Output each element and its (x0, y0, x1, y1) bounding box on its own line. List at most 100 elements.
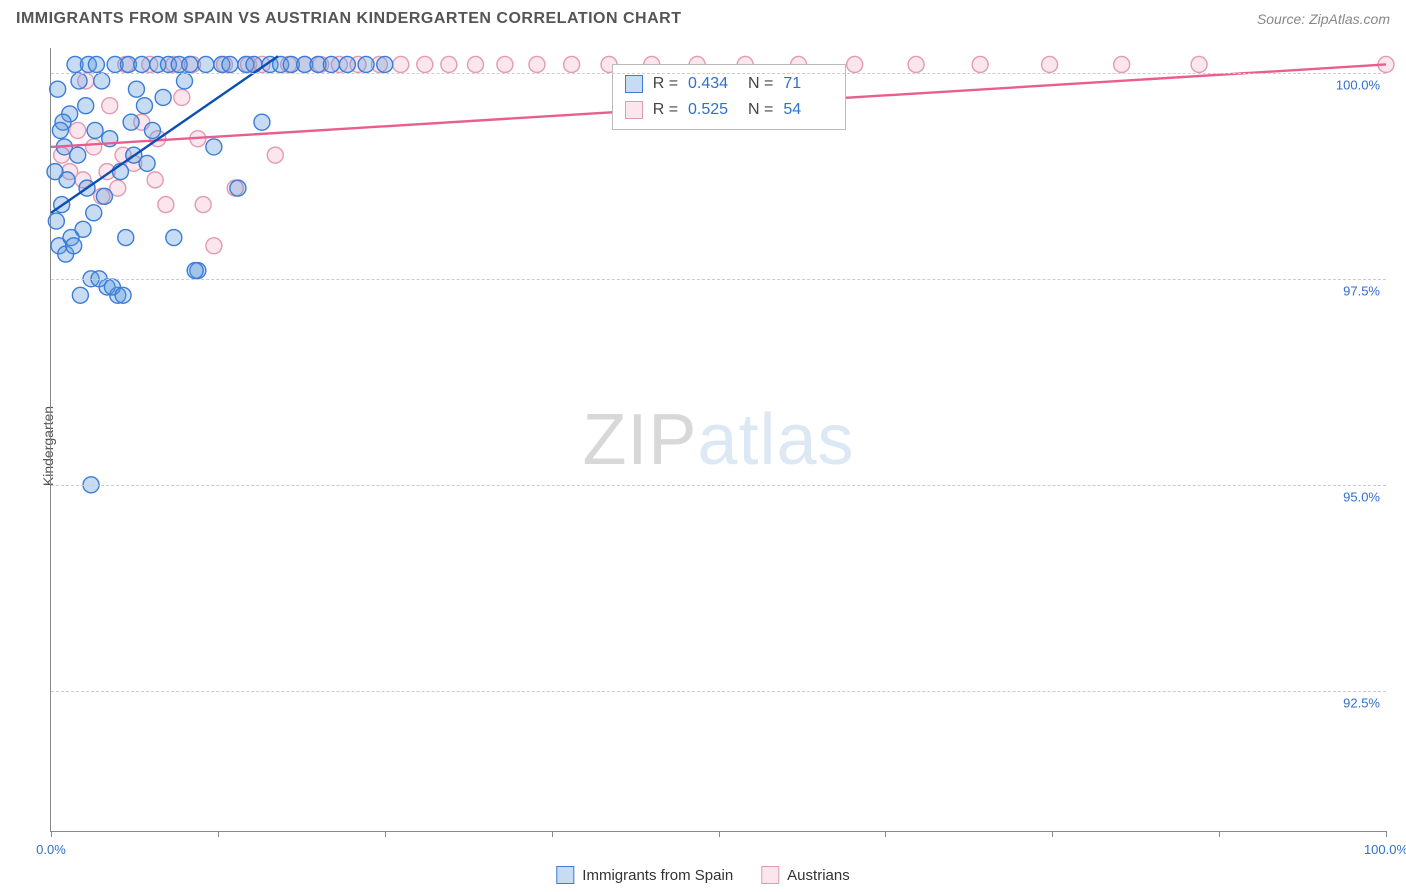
scatter-point-austrians (1042, 56, 1058, 72)
r-label: R = (653, 97, 678, 123)
scatter-point-austrians (267, 147, 283, 163)
scatter-point-spain (166, 230, 182, 246)
scatter-point-spain (155, 89, 171, 105)
r-label: R = (653, 71, 678, 97)
x-tick (885, 831, 886, 837)
scatter-point-austrians (417, 56, 433, 72)
x-tick (51, 831, 52, 837)
scatter-point-austrians (195, 197, 211, 213)
chart-area: ZIPatlas R =0.434N =71R =0.525N =54 92.5… (50, 48, 1386, 832)
scatter-point-spain (177, 73, 193, 89)
legend-swatch (556, 866, 574, 884)
legend-swatch (625, 75, 643, 93)
scatter-point-spain (206, 139, 222, 155)
x-tick (218, 831, 219, 837)
scatter-point-austrians (564, 56, 580, 72)
x-tick-label: 100.0% (1364, 842, 1406, 857)
gridline-horizontal (51, 279, 1386, 280)
scatter-point-spain (96, 188, 112, 204)
scatter-point-austrians (441, 56, 457, 72)
n-label: N = (748, 71, 773, 97)
scatter-point-spain (254, 114, 270, 130)
legend-label: Austrians (787, 867, 850, 884)
scatter-point-spain (144, 122, 160, 138)
stats-legend-row: R = 0.434 N = 71 (625, 71, 834, 97)
source-label: Source: ZipAtlas.com (1257, 11, 1390, 27)
x-tick (1052, 831, 1053, 837)
bottom-legend: Immigrants from Spain Austrians (556, 866, 849, 884)
scatter-point-spain (66, 238, 82, 254)
scatter-point-spain (134, 56, 150, 72)
scatter-point-spain (339, 56, 355, 72)
scatter-svg (51, 48, 1386, 831)
scatter-point-spain (118, 230, 134, 246)
scatter-point-spain (198, 56, 214, 72)
scatter-point-spain (123, 114, 139, 130)
scatter-point-austrians (102, 98, 118, 114)
y-tick-label: 95.0% (1343, 489, 1380, 504)
x-tick (1386, 831, 1387, 837)
scatter-point-spain (47, 164, 63, 180)
plot-area: ZIPatlas R =0.434N =71R =0.525N =54 92.5… (50, 48, 1386, 832)
scatter-point-austrians (206, 238, 222, 254)
x-tick (385, 831, 386, 837)
legend-item: Austrians (761, 866, 850, 884)
chart-title: IMMIGRANTS FROM SPAIN VS AUSTRIAN KINDER… (16, 10, 681, 28)
scatter-point-austrians (70, 122, 86, 138)
scatter-point-austrians (393, 56, 409, 72)
scatter-point-austrians (497, 56, 513, 72)
scatter-point-austrians (847, 56, 863, 72)
stats-legend-row: R = 0.525 N = 54 (625, 97, 834, 123)
scatter-point-austrians (174, 89, 190, 105)
scatter-point-spain (128, 81, 144, 97)
gridline-horizontal (51, 73, 1386, 74)
x-tick (719, 831, 720, 837)
scatter-point-spain (87, 122, 103, 138)
legend-swatch (761, 866, 779, 884)
scatter-point-spain (72, 287, 88, 303)
scatter-point-spain (48, 213, 64, 229)
scatter-point-austrians (1191, 56, 1207, 72)
scatter-point-spain (86, 205, 102, 221)
y-tick-label: 92.5% (1343, 695, 1380, 710)
scatter-point-austrians (86, 139, 102, 155)
scatter-point-spain (358, 56, 374, 72)
scatter-point-austrians (529, 56, 545, 72)
scatter-point-spain (323, 56, 339, 72)
legend-swatch (625, 101, 643, 119)
scatter-point-spain (187, 263, 203, 279)
gridline-horizontal (51, 485, 1386, 486)
r-value: 0.525 (688, 97, 738, 123)
scatter-point-austrians (972, 56, 988, 72)
gridline-horizontal (51, 691, 1386, 692)
n-value: 71 (783, 71, 833, 97)
x-tick (1219, 831, 1220, 837)
scatter-point-austrians (468, 56, 484, 72)
scatter-point-spain (52, 122, 68, 138)
scatter-point-spain (71, 73, 87, 89)
scatter-point-spain (88, 56, 104, 72)
scatter-point-spain (182, 56, 198, 72)
stats-legend: R = 0.434 N = 71 R = 0.525 N = 54 (612, 64, 847, 129)
n-label: N = (748, 97, 773, 123)
scatter-point-austrians (158, 197, 174, 213)
n-value: 54 (783, 97, 833, 123)
r-value: 0.434 (688, 71, 738, 97)
y-tick-label: 97.5% (1343, 283, 1380, 298)
scatter-point-spain (78, 98, 94, 114)
legend-label: Immigrants from Spain (582, 867, 733, 884)
scatter-point-austrians (147, 172, 163, 188)
legend-item: Immigrants from Spain (556, 866, 733, 884)
scatter-point-spain (94, 73, 110, 89)
scatter-point-spain (377, 56, 393, 72)
scatter-point-austrians (908, 56, 924, 72)
x-tick (552, 831, 553, 837)
y-tick-label: 100.0% (1336, 77, 1380, 92)
scatter-point-austrians (1114, 56, 1130, 72)
scatter-point-spain (70, 147, 86, 163)
scatter-point-spain (115, 287, 131, 303)
scatter-point-spain (136, 98, 152, 114)
scatter-point-spain (222, 56, 238, 72)
scatter-point-spain (50, 81, 66, 97)
x-tick-label: 0.0% (36, 842, 66, 857)
